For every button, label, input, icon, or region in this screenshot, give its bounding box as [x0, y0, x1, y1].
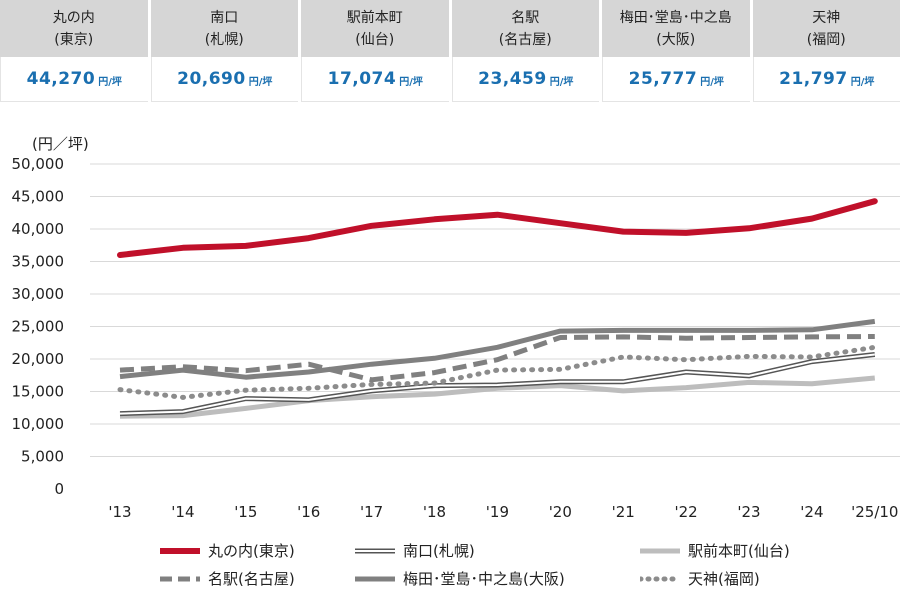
card-rent-value: 17,074 — [327, 69, 397, 89]
card-value: 21,797 円/坪 — [752, 57, 900, 102]
card-rent-unit: 円/坪 — [850, 77, 875, 88]
series-line — [119, 375, 876, 419]
summary-card: 丸の内 (東京) 44,270 円/坪 — [0, 0, 148, 104]
x-tick-label: '22 — [674, 503, 697, 521]
y-tick-label: 20,000 — [12, 350, 65, 368]
card-value: 44,270 円/坪 — [0, 57, 148, 102]
summary-cards: 丸の内 (東京) 44,270 円/坪 南口 (札幌) 20,690 円/坪 駅… — [0, 0, 900, 104]
card-area-name: 梅田･堂島･中之島 — [619, 9, 732, 26]
y-axis-label: (円／坪) — [32, 135, 89, 153]
x-tick-labels: '13 '14 '15 '16 '17 '18 '19 '20 '21 '22 '23 '24 '25/… — [108, 503, 898, 521]
card-rent-value: 44,270 — [26, 69, 96, 89]
series-line — [117, 198, 878, 258]
card-city: (札幌) — [204, 31, 244, 48]
card-header: 丸の内 (東京) — [0, 0, 148, 57]
card-area-name: 駅前本町 — [346, 9, 403, 26]
summary-card: 天神 (福岡) 21,797 円/坪 — [752, 0, 900, 104]
legend: 丸の内(東京) 南口(札幌) 駅前本町(仙台) 名駅(名古屋) 梅田･堂島･中之… — [0, 536, 900, 596]
legend-swatch — [160, 576, 200, 581]
x-tick-label: '13 — [108, 503, 131, 521]
card-area-name: 丸の内 — [52, 9, 95, 26]
x-tick-label: '19 — [486, 503, 509, 521]
y-tick-label: 35,000 — [12, 253, 65, 271]
x-tick-label: '23 — [737, 503, 760, 521]
card-rent-unit: 円/坪 — [98, 77, 122, 88]
series-line — [117, 344, 878, 400]
card-value: 23,459 円/坪 — [451, 57, 599, 102]
card-area-name: 名駅 — [511, 9, 540, 26]
card-city: (東京) — [54, 31, 94, 48]
y-tick-label: 50,000 — [12, 155, 65, 173]
card-value: 20,690 円/坪 — [150, 57, 298, 102]
legend-item-ekimaehonmachi: 駅前本町(仙台) — [640, 540, 790, 561]
legend-label: 南口(札幌) — [403, 542, 475, 560]
legend-item-minamiguchi: 南口(札幌) — [355, 540, 475, 561]
y-tick-label: 5,000 — [21, 448, 64, 466]
card-city: (仙台) — [355, 31, 395, 48]
card-rent-unit: 円/坪 — [248, 77, 273, 88]
legend-swatch — [355, 548, 395, 553]
legend-label: 天神(福岡) — [688, 570, 760, 588]
legend-label: 丸の内(東京) — [208, 542, 295, 560]
legend-swatch — [640, 548, 680, 553]
y-tick-label: 10,000 — [12, 415, 65, 433]
legend-label: 名駅(名古屋) — [208, 570, 295, 588]
x-tick-label: '21 — [612, 503, 635, 521]
legend-item-umeda: 梅田･堂島･中之島(大阪) — [355, 568, 565, 589]
card-city: (福岡) — [806, 31, 846, 48]
summary-card: 名駅 (名古屋) 23,459 円/坪 — [451, 0, 599, 104]
legend-swatch — [640, 576, 680, 581]
card-header: 天神 (福岡) — [752, 0, 900, 57]
legend-item-meieki: 名駅(名古屋) — [160, 568, 295, 589]
x-tick-label: '18 — [423, 503, 446, 521]
y-tick-label: 45,000 — [12, 188, 65, 206]
legend-label: 梅田･堂島･中之島(大阪) — [403, 570, 565, 588]
y-tick-label: 40,000 — [12, 220, 65, 238]
card-header: 梅田･堂島･中之島 (大阪) — [602, 0, 750, 57]
card-area-name: 天神 — [812, 9, 841, 26]
series-line — [119, 334, 875, 383]
series-lines — [117, 198, 878, 419]
y-tick-labels: 0 5,000 10,000 15,000 20,000 25,000 30,000 35,0… — [12, 155, 65, 498]
card-city: (名古屋) — [498, 31, 552, 48]
x-tick-label: '25/10 — [851, 503, 898, 521]
x-tick-label: '15 — [234, 503, 257, 521]
card-value: 25,777 円/坪 — [602, 57, 750, 102]
card-rent-unit: 円/坪 — [700, 77, 724, 88]
card-header: 名駅 (名古屋) — [451, 0, 599, 57]
card-city: (大阪) — [656, 31, 696, 48]
y-tick-label: 0 — [54, 480, 64, 498]
card-rent-unit: 円/坪 — [399, 77, 423, 88]
card-area-name: 南口 — [210, 9, 239, 26]
card-rent-unit: 円/坪 — [549, 77, 574, 88]
y-tick-label: 15,000 — [12, 383, 65, 401]
summary-card: 南口 (札幌) 20,690 円/坪 — [150, 0, 298, 104]
x-tick-label: '24 — [800, 503, 823, 521]
x-tick-label: '20 — [549, 503, 572, 521]
summary-card: 駅前本町 (仙台) 17,074 円/坪 — [301, 0, 449, 104]
card-rent-value: 20,690 — [177, 69, 246, 89]
summary-card: 梅田･堂島･中之島 (大阪) 25,777 円/坪 — [602, 0, 750, 104]
series-line — [119, 352, 876, 417]
legend-swatch — [160, 547, 200, 554]
legend-item-tenjin: 天神(福岡) — [640, 568, 760, 589]
y-tick-label: 30,000 — [12, 285, 65, 303]
line-chart: (円／坪) 0 5,000 10,000 15,000 20,000 25,000 30,0… — [12, 135, 900, 521]
card-rent-value: 21,797 — [779, 69, 848, 89]
card-header: 駅前本町 (仙台) — [301, 0, 449, 57]
legend-label: 駅前本町(仙台) — [688, 542, 790, 560]
x-tick-label: '17 — [360, 503, 383, 521]
legend-swatch — [355, 576, 395, 581]
legend-item-marunouchi: 丸の内(東京) — [160, 540, 295, 561]
card-rent-value: 23,459 — [478, 69, 547, 89]
card-rent-value: 25,777 — [628, 69, 698, 89]
y-tick-label: 25,000 — [12, 318, 65, 336]
x-tick-label: '16 — [297, 503, 320, 521]
series-line — [119, 318, 876, 380]
card-value: 17,074 円/坪 — [301, 57, 449, 102]
x-tick-label: '14 — [171, 503, 194, 521]
card-header: 南口 (札幌) — [150, 0, 298, 57]
